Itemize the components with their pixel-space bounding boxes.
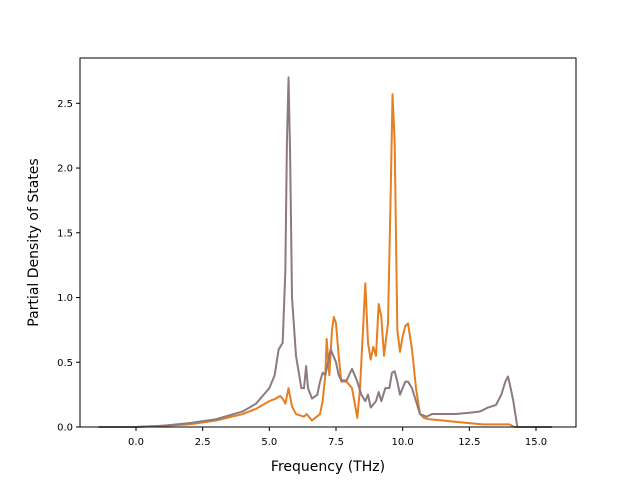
- x-tick-label: 10.0: [392, 437, 414, 448]
- y-axis-title: Partial Density of States: [26, 158, 42, 326]
- x-tick-label: 0.0: [128, 437, 144, 448]
- x-tick-label: 7.5: [328, 437, 344, 448]
- y-tick-label: 0.5: [57, 358, 73, 369]
- series-line-2: [98, 76, 552, 428]
- y-tick-label: 2.0: [57, 164, 73, 175]
- plot-area: [80, 58, 576, 427]
- y-tick-label: 1.0: [57, 293, 73, 304]
- y-tick-label: 1.5: [57, 228, 73, 239]
- y-tick-label: 0.0: [57, 423, 73, 434]
- x-tick-label: 12.5: [458, 437, 480, 448]
- x-tick-label: 15.0: [525, 437, 547, 448]
- x-axis-title: Frequency (THz): [271, 459, 385, 475]
- ticks-layer: 0.0 2.5 5.0 7.5 10.0 12.5 15.0 0.0 0.5 1.0 1.5 2.0 2…: [57, 99, 547, 448]
- plot-frame: [79, 57, 577, 428]
- x-tick-label: 2.5: [195, 437, 211, 448]
- series-layer: [98, 76, 552, 428]
- x-tick-label: 5.0: [261, 437, 277, 448]
- y-tick-label: 2.5: [57, 99, 73, 110]
